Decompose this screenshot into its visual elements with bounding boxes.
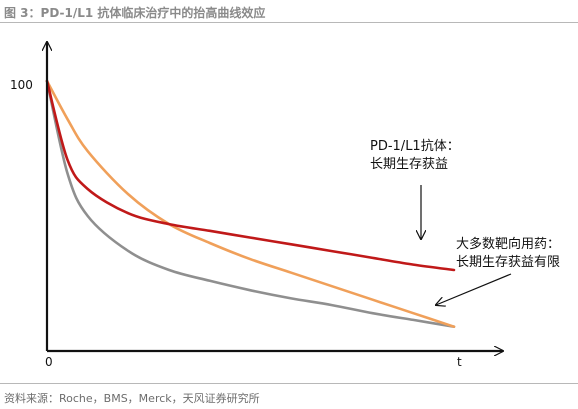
x-tick-label: 0 [45,355,53,369]
x-axis-label: t [457,355,462,369]
series-line-2 [45,79,456,328]
bottom-divider [0,383,578,384]
series-layer [45,79,456,328]
y-tick-label: 100 [10,78,33,92]
annotation-targeted-line1: 大多数靶向用药： [456,236,560,252]
figure-title: 图 3：PD-1/L1 抗体临床治疗中的抬高曲线效应 [4,6,266,20]
source-note: 资料来源：Roche，BMS，Merck，天风证券研究所 [4,392,260,405]
annotation-pd1-line1: PD-1/L1抗体： [370,139,460,154]
annotation-targeted-line2: 长期生存获益有限 [456,255,560,270]
series-line-0 [45,79,456,272]
annotation-pd1-line2: 长期生存获益 [370,157,448,172]
series-line-1 [45,79,456,328]
annotation-targeted-arrow [436,273,512,305]
top-divider [0,22,578,23]
